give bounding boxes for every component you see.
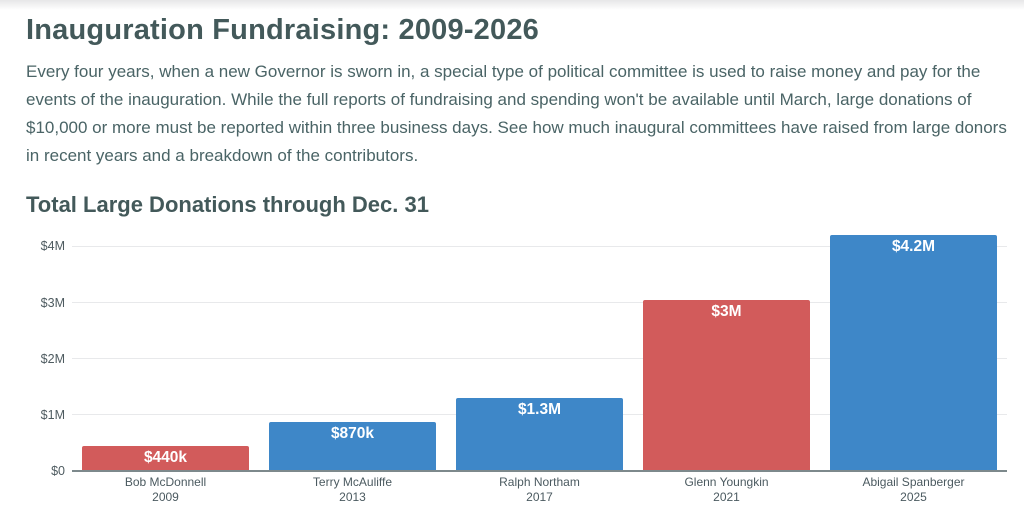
x-tick-year: 2021 xyxy=(713,490,740,504)
bar-terry-mcauliffe-2013[interactable]: $870k xyxy=(268,422,437,471)
y-axis-tick-label: $1M xyxy=(40,407,65,422)
x-tick-label-bob-mcdonnell: Bob McDonnell 2009 xyxy=(72,475,259,505)
x-tick-year: 2017 xyxy=(526,490,553,504)
x-tick-label-ralph-northam: Ralph Northam 2017 xyxy=(446,475,633,505)
x-tick-label-glenn-youngkin: Glenn Youngkin 2021 xyxy=(633,475,820,505)
x-tick-year: 2013 xyxy=(339,490,366,504)
x-tick-name: Ralph Northam xyxy=(499,475,580,489)
gridline-row: $4M xyxy=(26,239,1007,253)
bar-value-label: $3M xyxy=(711,302,742,320)
y-axis-tick-label: $4M xyxy=(40,239,65,254)
x-axis-labels: Bob McDonnell 2009 Terry McAuliffe 2013 Ralp… xyxy=(72,475,1007,505)
x-tick-label-terry-mcauliffe: Terry McAuliffe 2013 xyxy=(259,475,446,505)
gridline-row: $2M xyxy=(26,352,1007,366)
x-tick-name: Abigail Spanberger xyxy=(862,475,965,489)
bar-value-label: $1.3M xyxy=(517,401,562,419)
bar-band: $440k xyxy=(72,229,259,471)
bar-abigail-spanberger-2025[interactable]: $4.2M xyxy=(829,235,998,471)
x-tick-year: 2025 xyxy=(900,490,927,504)
bar-glenn-youngkin-2021[interactable]: $3M xyxy=(642,299,811,471)
intro-paragraph: Every four years, when a new Governor is… xyxy=(26,62,1007,165)
bar-band: $4.2M xyxy=(820,229,1007,471)
x-tick-year: 2009 xyxy=(152,490,179,504)
bar-band: $1.3M xyxy=(446,229,633,471)
top-shadow xyxy=(0,0,1024,10)
page-content: Inauguration Fundraising: 2009-2026 Ever… xyxy=(0,14,1024,505)
y-axis-tick-label: $3M xyxy=(40,295,65,310)
bar-band: $3M xyxy=(633,229,820,471)
page-title: Inauguration Fundraising: 2009-2026 xyxy=(26,14,539,46)
bar-value-label: $870k xyxy=(330,425,375,443)
y-axis-tick-label: $0 xyxy=(51,464,65,478)
x-tick-name: Bob McDonnell xyxy=(124,475,207,489)
bar-band: $870k xyxy=(259,229,446,471)
bar-chart: $0 $1M $2M $3M $4M $440k $870k $1.3M $3M $4.2M xyxy=(26,229,1007,478)
bar-value-label: $4.2M xyxy=(891,238,936,256)
y-axis-tick-label: $2M xyxy=(40,351,65,366)
gridline-row: $3M xyxy=(26,296,1007,310)
x-tick-name: Terry McAuliffe xyxy=(312,475,393,489)
gridline xyxy=(72,302,1007,304)
x-axis-line-row: $0 xyxy=(26,464,1007,478)
bar-ralph-northam-2017[interactable]: $1.3M xyxy=(455,398,624,471)
x-tick-label-abigail-spanberger: Abigail Spanberger 2025 xyxy=(820,475,1007,505)
bars-area: $440k $870k $1.3M $3M $4.2M xyxy=(72,229,1007,471)
gridline xyxy=(72,358,1007,360)
gridline xyxy=(72,245,1007,247)
x-axis-line xyxy=(72,470,1007,472)
bar-bob-mcdonnell-2009[interactable]: $440k xyxy=(81,446,250,471)
bar-value-label: $440k xyxy=(143,449,188,467)
chart-title: Total Large Donations through Dec. 31 xyxy=(26,192,429,217)
x-tick-name: Glenn Youngkin xyxy=(684,475,769,489)
